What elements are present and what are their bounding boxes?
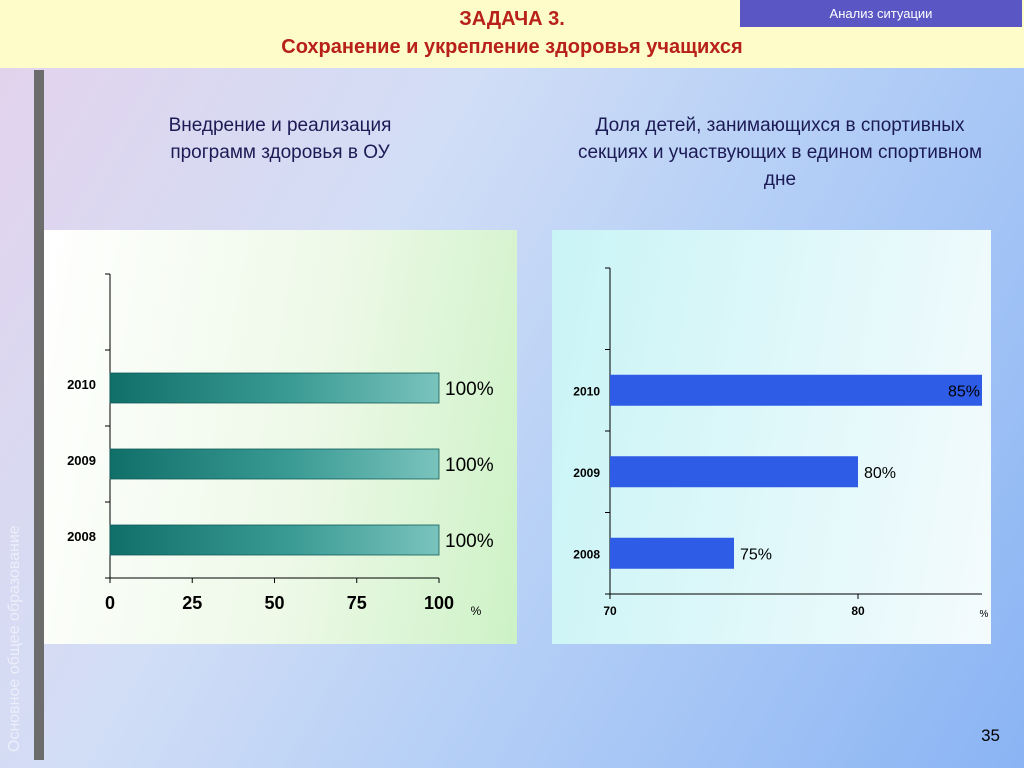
left-chart-panel: 0 25 50 75 100% 2010 100% 2009 100% 2008 100% (44, 230, 517, 644)
task-number: ЗАДАЧА 3. (459, 8, 565, 30)
category-label: 2010 (67, 377, 96, 392)
data-label: 100% (445, 455, 494, 476)
data-label: 75% (740, 546, 772, 563)
side-vertical-text: Основное общее образование (6, 525, 23, 752)
x-tick-label: 75 (347, 593, 367, 613)
page-number: 35 (981, 726, 1000, 745)
bar (109, 448, 440, 480)
slide-title: Сохранение и укрепление здоровья учащихс… (281, 36, 743, 58)
category-label: 2008 (573, 547, 600, 561)
category-label: 2009 (573, 466, 600, 480)
section-badge: Анализ ситуации (740, 0, 1022, 27)
x-tick-label: 0 (105, 593, 115, 613)
x-tick-label: 80 (851, 604, 865, 618)
bar (109, 524, 440, 556)
bar (610, 374, 982, 406)
data-label: 100% (445, 531, 494, 552)
x-tick-label: 50 (264, 593, 284, 613)
category-label: 2008 (67, 529, 96, 544)
category-label: 2009 (67, 453, 96, 468)
right-chart-title: Доля детей, занимающихся в спортивных се… (577, 115, 983, 190)
left-chart: 0 25 50 75 100 % 2010 100% 2009 100% 2008 100% (67, 273, 494, 618)
data-label: 80% (864, 465, 896, 482)
right-chart-panel: 70 80% 2010 85% 2009 80% 2008 75% (552, 230, 991, 644)
bar (610, 537, 734, 569)
data-label: 85% (948, 383, 980, 400)
bar (610, 456, 858, 488)
x-unit-label: % (980, 609, 989, 620)
x-tick-label: 100 (424, 593, 454, 613)
right-chart: 70 80 % 2010 85% 2009 80% 2008 75% (573, 267, 989, 620)
data-label: 100% (445, 379, 494, 400)
left-chart-title: Внедрение и реализация программ здоровья… (168, 115, 392, 163)
category-label: 2010 (573, 384, 600, 398)
x-unit-label: % (471, 604, 482, 618)
bar (109, 372, 440, 404)
x-tick-label: 25 (182, 593, 202, 613)
x-tick-label: 70 (603, 604, 617, 618)
side-strip (34, 70, 44, 760)
